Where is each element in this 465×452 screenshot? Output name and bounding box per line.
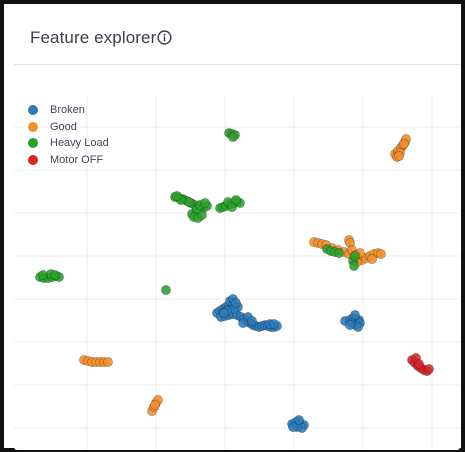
scatter-point-good[interactable]: [376, 249, 386, 259]
scatter-point-broken[interactable]: [294, 415, 304, 425]
scatter-point-good[interactable]: [399, 139, 409, 149]
scatter-point-heavy-load[interactable]: [184, 197, 194, 207]
legend: Broken Good Heavy Load Motor OFF: [28, 102, 109, 168]
scatter-point-broken[interactable]: [350, 310, 360, 320]
scatter-point-heavy-load[interactable]: [334, 248, 344, 258]
feature-explorer-panel: Feature explorer Broken Good: [14, 14, 460, 450]
legend-item-good[interactable]: Good: [28, 119, 109, 136]
scatter-point-broken[interactable]: [231, 298, 241, 308]
panel-header: Feature explorer: [14, 14, 460, 65]
scatter-point-heavy-load[interactable]: [161, 285, 171, 295]
scatter-point-broken[interactable]: [345, 320, 355, 330]
panel-title: Feature explorer: [30, 28, 157, 47]
scatter-point-broken[interactable]: [353, 322, 363, 332]
scatter-chart-area[interactable]: Broken Good Heavy Load Motor OFF: [14, 65, 460, 450]
legend-swatch-broken: [28, 105, 38, 116]
scatter-point-heavy-load[interactable]: [172, 191, 182, 201]
scatter-point-broken[interactable]: [247, 316, 257, 326]
scatter-point-heavy-load[interactable]: [200, 198, 210, 208]
legend-label-broken: Broken: [50, 104, 85, 117]
legend-item-motor-off[interactable]: Motor OFF: [28, 152, 109, 169]
legend-label-motor-off: Motor OFF: [50, 153, 104, 166]
legend-swatch-motor-off: [28, 154, 38, 165]
scatter-plot[interactable]: [14, 65, 460, 450]
scatter-point-motor-off[interactable]: [424, 364, 434, 374]
scatter-point-good[interactable]: [394, 151, 404, 161]
scatter-point-good[interactable]: [103, 357, 113, 367]
scatter-point-heavy-load[interactable]: [349, 261, 359, 271]
scatter-point-heavy-load[interactable]: [227, 202, 237, 212]
scatter-point-broken[interactable]: [219, 308, 229, 318]
legend-item-heavy-load[interactable]: Heavy Load: [28, 135, 109, 152]
scatter-point-heavy-load[interactable]: [350, 251, 360, 261]
info-icon[interactable]: [157, 30, 172, 45]
grid: [14, 95, 460, 450]
scatter-point-good[interactable]: [150, 400, 160, 410]
legend-label-good: Good: [50, 120, 77, 133]
scatter-point-broken[interactable]: [269, 319, 279, 329]
scatter-point-motor-off[interactable]: [414, 359, 424, 369]
scatter-point-heavy-load[interactable]: [50, 270, 60, 280]
scatter-points: [35, 128, 434, 433]
legend-label-heavy-load: Heavy Load: [50, 137, 109, 150]
scatter-point-broken[interactable]: [288, 422, 298, 432]
scatter-point-heavy-load[interactable]: [228, 132, 238, 142]
scatter-point-heavy-load[interactable]: [231, 195, 241, 205]
legend-swatch-heavy-load: [28, 138, 38, 149]
scatter-point-good[interactable]: [367, 254, 377, 264]
legend-item-broken[interactable]: Broken: [28, 102, 109, 119]
legend-swatch-good: [28, 121, 38, 132]
scatter-point-broken[interactable]: [238, 318, 248, 328]
